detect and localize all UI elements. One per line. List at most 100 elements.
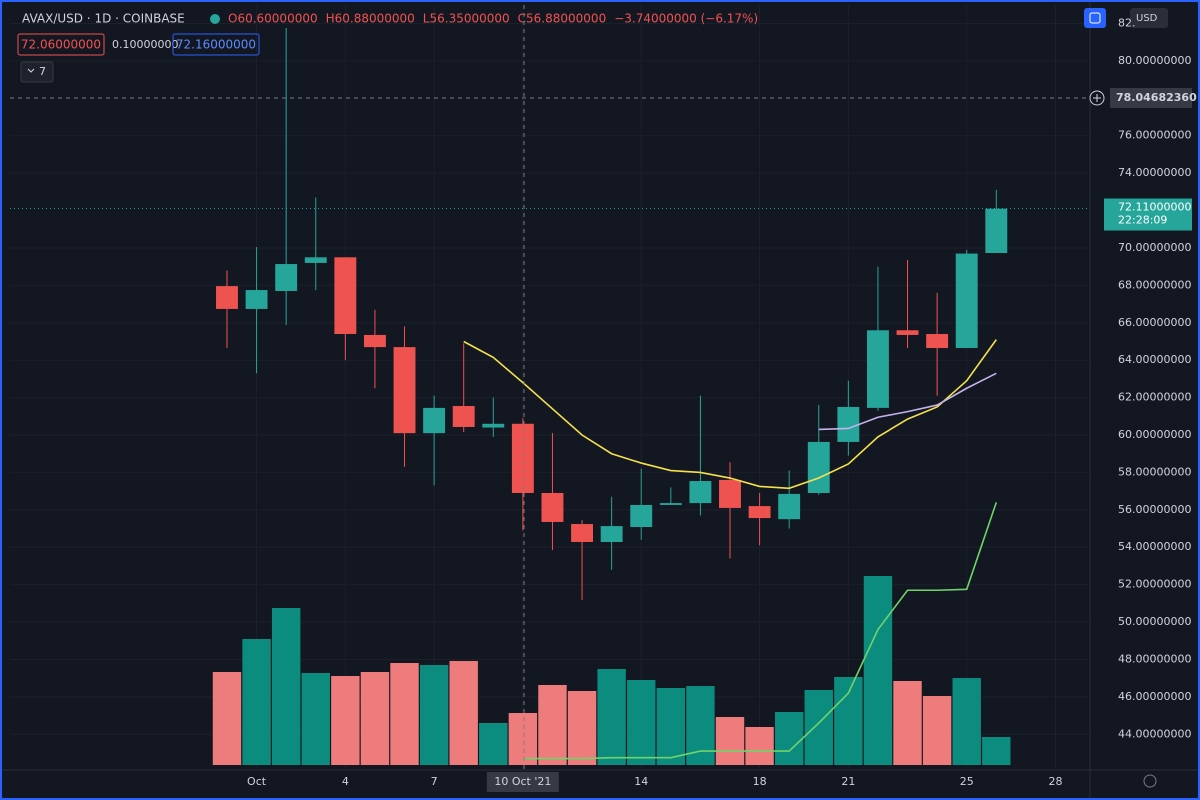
- y-tick-label: 48.00000000: [1118, 652, 1191, 665]
- y-tick-label: 56.00000000: [1118, 503, 1191, 516]
- ohlc-value: L56.35000000: [423, 12, 510, 26]
- y-tick-label: 62.00000000: [1118, 391, 1191, 404]
- candle-body: [245, 290, 268, 309]
- volume-bar: [982, 737, 1011, 765]
- chevron: [27, 68, 35, 73]
- settings-icon[interactable]: [1143, 774, 1157, 788]
- auto-scale-button[interactable]: [1084, 8, 1106, 28]
- indicator-line: [522, 502, 998, 760]
- y-tick-label: 82.: [1118, 17, 1136, 30]
- candle-body: [452, 406, 475, 427]
- volume-bar: [479, 723, 508, 765]
- price-pane: [216, 28, 1008, 760]
- y-tick-label: 52.00000000: [1118, 578, 1191, 591]
- volume-bar: [952, 678, 981, 765]
- candle-body: [748, 506, 771, 519]
- candle-body: [719, 479, 741, 508]
- y-tick-label: 46.00000000: [1118, 690, 1191, 703]
- y-tick-label: 50.00000000: [1118, 615, 1191, 628]
- y-tick-label: 80.00000000: [1118, 54, 1191, 67]
- icon: [1093, 94, 1101, 102]
- x-tick-label: 25: [960, 775, 974, 788]
- volume-bar: [360, 672, 390, 765]
- candle-body: [275, 264, 298, 291]
- volume-bar: [567, 691, 597, 765]
- volume-bar: [863, 576, 893, 765]
- y-tick-label: 68.00000000: [1118, 278, 1191, 291]
- grid: [10, 5, 1090, 770]
- crosshair-price: 78.04682360: [1116, 91, 1197, 104]
- x-tick-label: 28: [1048, 775, 1062, 788]
- ask-box[interactable]: [172, 33, 260, 56]
- volume-bar: [597, 669, 626, 765]
- spread: 0.10000000: [112, 38, 178, 51]
- volume-bar: [745, 727, 774, 765]
- icon: [1089, 12, 1101, 24]
- ask: 72.16000000: [176, 38, 256, 52]
- volume-bar: [390, 663, 419, 765]
- volume-bar: [774, 712, 804, 765]
- candle-body: [482, 423, 505, 428]
- candle-body: [630, 504, 653, 528]
- x-tick-label: Oct: [247, 775, 267, 788]
- candle-body: [423, 407, 446, 434]
- candle-body: [866, 330, 889, 408]
- last-price-label: 72.11000000: [1118, 201, 1191, 214]
- y-tick-label: 64.00000000: [1118, 353, 1191, 366]
- ohlc-value: −3.74000000 (−6.17%): [614, 12, 758, 26]
- candle-body: [659, 503, 682, 505]
- volume-bar: [538, 685, 567, 765]
- indicator-toggle[interactable]: [20, 61, 54, 83]
- indicator-line: [463, 339, 997, 490]
- volume-bar: [242, 639, 271, 765]
- x-tick-label: 14: [634, 775, 648, 788]
- currency: USD: [1136, 13, 1158, 24]
- status-dot: [210, 14, 220, 24]
- candle-body: [837, 406, 860, 442]
- candle-body: [216, 286, 238, 309]
- volume-bar: [656, 688, 686, 765]
- y-tick-label: 70.00000000: [1118, 241, 1191, 254]
- ohlc-value: O60.60000000: [228, 12, 318, 26]
- add-button[interactable]: [1089, 90, 1105, 106]
- volume-bar: [419, 665, 449, 765]
- volume-bar: [804, 690, 833, 765]
- volume-bar: [301, 673, 330, 765]
- volume-bar: [449, 661, 478, 765]
- x-tick-label: 7: [431, 775, 438, 788]
- candle-body: [926, 334, 949, 349]
- candle-body: [571, 524, 594, 542]
- y-tick-label: 74.00000000: [1118, 166, 1191, 179]
- volume-bar: [893, 681, 922, 765]
- last-price-badge: [1104, 198, 1192, 231]
- bid-box[interactable]: [17, 33, 105, 56]
- x-tick-label: 18: [753, 775, 767, 788]
- x-tick-label: 21: [841, 775, 855, 788]
- y-tick-label: 54.00000000: [1118, 540, 1191, 553]
- symbol: AVAX/USD · 1D · COINBASE: [22, 12, 185, 26]
- ohlc-value: H60.88000000: [326, 12, 415, 26]
- candle-body: [807, 441, 830, 493]
- y-tick-label: 66.00000000: [1118, 316, 1191, 329]
- candle-body: [689, 481, 712, 504]
- y-tick-label: 58.00000000: [1118, 465, 1191, 478]
- candle-body: [985, 208, 1008, 254]
- y-tick-label: 44.00000000: [1118, 727, 1191, 740]
- candle-body: [511, 423, 534, 493]
- y-tick-label: 60.00000000: [1118, 428, 1191, 441]
- indicator-length: 7: [39, 65, 46, 78]
- bid: 72.06000000: [21, 38, 101, 52]
- x-tick-label: 10 Oct '21: [494, 775, 551, 788]
- ohlc-value: C56.88000000: [518, 12, 607, 26]
- volume-bar: [508, 713, 538, 765]
- currency-button[interactable]: [1130, 8, 1168, 28]
- volume-bar: [627, 680, 656, 765]
- candle-body: [896, 330, 919, 335]
- volume-bar: [922, 696, 952, 765]
- candle-body: [393, 347, 416, 434]
- volume-bar: [271, 608, 301, 765]
- volume-bar: [715, 717, 745, 765]
